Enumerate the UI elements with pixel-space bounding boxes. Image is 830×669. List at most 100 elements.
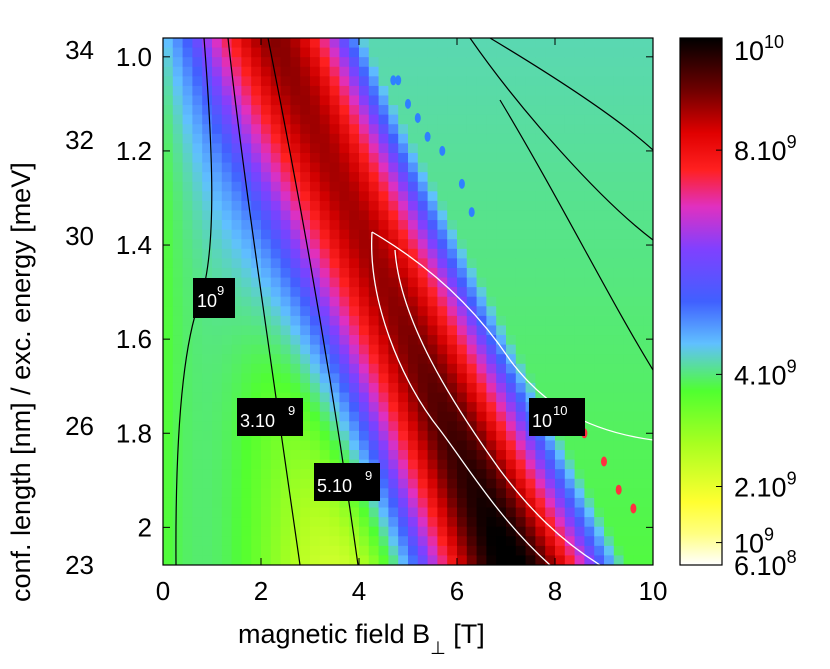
heatmap-cell [388,325,399,336]
heatmap-cell [633,114,644,125]
heatmap-cell [202,66,213,77]
heatmap-cell [359,85,370,97]
heatmap-cell [231,430,242,442]
heatmap-cell [280,143,291,154]
heatmap-cell [212,162,223,173]
heatmap-cell [623,258,634,269]
heatmap-cell [182,488,193,499]
heatmap-cell [172,114,184,125]
heatmap-cell [310,507,321,518]
heatmap-cell [231,200,242,212]
heatmap-cell [172,517,184,528]
heatmap-cell [212,267,223,279]
heatmap-cell [643,267,653,279]
heatmap-cell [417,248,429,259]
heatmap-cell [212,497,223,509]
heatmap-cell [457,325,468,336]
heatmap-cell [172,57,184,68]
heatmap-cell [251,124,262,135]
heatmap-cell [349,335,360,346]
heatmap-cell [584,267,595,279]
heatmap-cell [427,450,438,461]
heatmap-cell [221,191,233,202]
heatmap-cell [261,450,272,461]
y-inner-tick-label: 1.6 [116,324,152,354]
heatmap-cell [329,239,340,250]
heatmap-cell [319,220,331,231]
heatmap-cell [447,344,458,355]
heatmap-cell [643,555,653,565]
heatmap-cell [643,210,653,221]
heatmap-cell [349,57,360,68]
heatmap-cell [643,517,653,528]
heatmap-cell [359,392,370,403]
heatmap-cell [172,421,184,432]
heatmap-cell [584,200,595,212]
heatmap-cell [613,57,625,68]
heatmap-cell [447,76,458,87]
heatmap-cell [300,306,311,317]
heatmap-cell [388,47,399,58]
y-left-tick-label: 23 [65,550,94,580]
heatmap-cell [241,124,252,135]
heatmap-cell [378,450,389,461]
heatmap-cell [604,459,615,470]
heatmap-cell [241,200,252,212]
heatmap-cell [486,382,497,394]
heatmap-cell [319,450,331,461]
heatmap-cell [506,133,517,144]
heatmap-cell [613,421,625,432]
heatmap-cell [172,258,184,269]
heatmap-cell [359,57,370,68]
heatmap-cell [398,373,409,384]
heatmap-cell [555,382,566,394]
contour-line-upper-right [489,38,653,151]
heatmap-cell [202,191,213,202]
heatmap-cell [319,335,331,346]
heatmap-cell [457,124,468,135]
heatmap-cell [613,143,625,154]
heatmap-cell [359,382,370,394]
heatmap-cell [457,191,468,202]
heatmap-cell [633,430,644,442]
heatmap-cell [221,354,233,365]
heatmap-cell [261,555,272,565]
heatmap-cell [408,335,419,346]
heatmap-cell [172,143,184,154]
heatmap-cell [163,555,174,565]
heatmap-cell [368,315,380,327]
heatmap-cell [496,354,507,365]
heatmap-cell [270,47,282,58]
heatmap-cell [427,47,438,58]
heatmap-cell [457,315,468,327]
heatmap-cell [604,382,615,394]
heatmap-cell [574,440,585,451]
heatmap-cell [398,181,409,192]
heatmap-cell [231,440,242,451]
heatmap-cell [457,152,468,164]
heatmap-cell [251,66,262,77]
heatmap-cell [633,95,644,106]
heatmap-cell [280,325,291,336]
y-left-tick-label: 30 [65,221,94,251]
heatmap-cell [613,248,625,259]
heatmap-cell [163,210,174,221]
heatmap-cell [466,421,478,432]
heatmap-cell [564,536,576,547]
heatmap-cell [182,315,193,327]
heatmap-cell [310,325,321,336]
heatmap-cell [437,517,448,528]
heatmap-cell [643,526,653,537]
heatmap-cell [280,200,291,212]
heatmap-cell [290,382,301,394]
heatmap-cell [506,306,517,317]
heatmap-cell [408,229,419,240]
heatmap-cell [221,450,233,461]
heatmap-cell [212,536,223,547]
heatmap-cell [280,210,291,221]
heatmap-cell [555,220,566,231]
heatmap-cell [300,402,311,413]
heatmap-cell [221,124,233,135]
heatmap-cell [457,430,468,442]
